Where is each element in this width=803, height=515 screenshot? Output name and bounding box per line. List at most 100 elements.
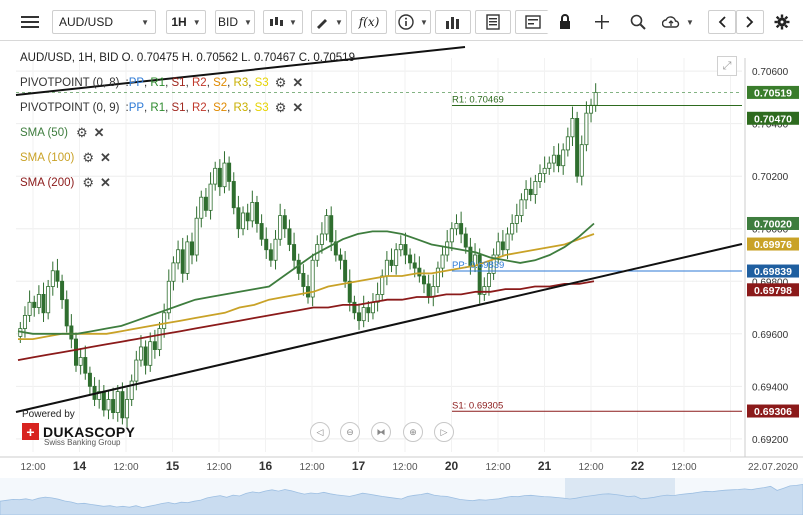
candle-body — [575, 118, 580, 177]
pan-left-button[interactable]: ◁ — [310, 422, 330, 442]
price-side-select[interactable]: BID ▼ — [215, 10, 255, 34]
table-button[interactable] — [475, 10, 511, 34]
candle-body — [217, 167, 222, 188]
close-icon[interactable]: ✕ — [99, 150, 111, 165]
template-button[interactable] — [515, 10, 551, 34]
pivot-layer: R1: 0.70469 S1: 0.69305 PP: 0.69839 — [16, 92, 742, 412]
candle-body — [254, 202, 259, 224]
pivot-part-label: , — [144, 77, 151, 89]
candle-body — [166, 280, 171, 314]
x-axis: 12:00 14 12:00 15 12:00 16 12:00 17 12:00 20 12:00… — [20, 459, 798, 473]
y-axis: 0.70600 0.70400 0.70200 0.70000 0.69800 0.696… — [747, 67, 799, 446]
x-tick-label: 12:00 — [20, 462, 45, 473]
pivot-part-label: , — [206, 102, 214, 114]
lock-icon — [560, 14, 570, 29]
price-badge — [747, 283, 799, 297]
navigator-series — [0, 483, 803, 515]
candle-body — [468, 246, 473, 266]
indicator-row[interactable]: SMA (100) ⚙ ✕ — [20, 150, 111, 166]
pan-right-button[interactable]: ▷ — [434, 422, 454, 442]
indicator-row[interactable]: SMA (200) ⚙ ✕ — [20, 175, 111, 191]
timeframe-select[interactable]: 1H ▼ — [166, 10, 206, 34]
close-icon[interactable]: ✕ — [292, 100, 304, 115]
candle-body — [347, 280, 352, 303]
close-icon[interactable]: ✕ — [99, 175, 111, 190]
y-tick-label: 0.70000 — [752, 225, 789, 236]
candle-body — [584, 112, 589, 146]
crosshair-button[interactable] — [584, 10, 620, 34]
pivot-part-label: , — [185, 77, 192, 89]
crosshair-icon — [595, 15, 609, 29]
candle-body — [208, 183, 213, 211]
pivot-part-label: S2 — [213, 102, 228, 114]
price-badge — [747, 404, 799, 418]
candle-body — [380, 275, 385, 295]
candle-body — [412, 262, 417, 269]
candle-body — [403, 244, 408, 256]
draw-pencil-icon — [317, 19, 328, 29]
candle-body — [538, 173, 543, 182]
candle-body — [259, 223, 264, 240]
pivot-part-label: S1 — [171, 102, 186, 114]
candle-body — [301, 272, 306, 287]
candle-body — [524, 188, 529, 201]
gear-icon[interactable]: ⚙ — [274, 100, 287, 115]
hamburger-icon[interactable] — [14, 10, 46, 34]
gear-icon[interactable]: ⚙ — [75, 125, 88, 140]
indicator-row[interactable]: PIVOTPOINT (0, 8): PP, R1, S1, R2, S2, R3… — [20, 75, 303, 91]
zoom-button[interactable] — [620, 10, 656, 34]
pivot-part-label: , — [185, 102, 192, 114]
y-tick-label: 0.70600 — [752, 67, 789, 78]
fit-button[interactable]: ⧓ — [371, 422, 391, 442]
chevron-left-icon: ◁ — [316, 426, 324, 437]
candle-body — [370, 301, 375, 314]
price-badge-label: 0.70470 — [754, 113, 792, 125]
candle-body — [222, 162, 227, 188]
lock-button[interactable] — [547, 10, 583, 34]
info-button[interactable]: ▼ — [395, 10, 431, 34]
powered-by-text: Powered by — [22, 409, 75, 420]
chart-toolbar: AUD/USD ▼ 1H ▼ BID ▼ ▼ ▼ f(x) ▼ ▼ — [0, 0, 803, 41]
indicators-button[interactable] — [435, 10, 471, 34]
symbol-select[interactable]: AUD/USD ▼ — [52, 10, 156, 34]
candle-body — [361, 307, 366, 322]
brand-subtitle: Swiss Banking Group — [44, 438, 121, 447]
candle-body — [417, 267, 422, 277]
close-icon[interactable]: ✕ — [292, 75, 304, 90]
expand-icon[interactable]: ⤢ — [717, 56, 737, 76]
candle-type-button[interactable]: ▼ — [263, 10, 303, 34]
cloud-button[interactable]: ▼ — [658, 10, 698, 34]
candle-body — [152, 341, 157, 350]
close-icon[interactable]: ✕ — [93, 125, 105, 140]
scroll-right-button[interactable] — [736, 10, 764, 34]
gear-icon[interactable]: ⚙ — [274, 75, 287, 90]
price-badge — [747, 237, 799, 251]
indicator-row[interactable]: PIVOTPOINT (0, 9): PP, R1, S1, R2, S2, R3… — [20, 100, 303, 116]
candle-body — [46, 286, 51, 314]
candle-body — [74, 338, 79, 366]
pivot-part-label: PP — [128, 102, 145, 114]
chevron-right-icon — [746, 16, 754, 28]
candle-body — [519, 199, 524, 216]
candle-body — [171, 262, 176, 282]
candles-layer — [18, 83, 598, 428]
draw-button[interactable]: ▼ — [311, 10, 347, 34]
gear-icon[interactable]: ⚙ — [82, 150, 94, 165]
zoom-out-button[interactable]: ⊖ — [340, 422, 360, 442]
pivot-part-label: R3 — [233, 102, 249, 114]
candle-body — [482, 286, 487, 295]
candle-body — [556, 154, 561, 167]
candle-body — [185, 241, 190, 274]
price-badge-label: 0.70519 — [754, 87, 792, 99]
candle-body — [431, 286, 436, 298]
formula-button[interactable]: f(x) — [351, 10, 387, 34]
zoom-in-button[interactable]: ⊕ — [403, 422, 423, 442]
candle-body — [97, 391, 102, 400]
scroll-left-button[interactable] — [708, 10, 736, 34]
indicator-row[interactable]: SMA (50) ⚙ ✕ — [20, 125, 105, 141]
candle-body — [408, 254, 413, 264]
settings-button[interactable] — [768, 10, 796, 34]
pivot-part-label: , — [227, 102, 234, 114]
gear-icon[interactable]: ⚙ — [82, 175, 94, 190]
